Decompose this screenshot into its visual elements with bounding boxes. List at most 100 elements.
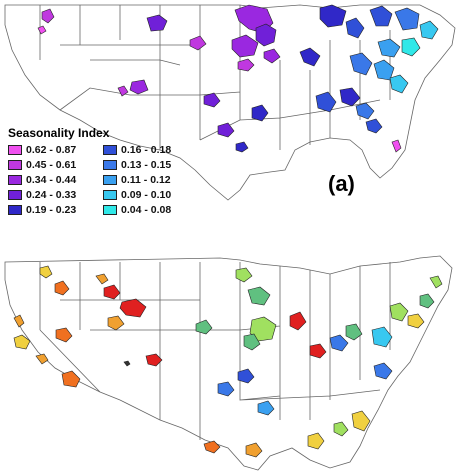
legend-label: 0.24 - 0.33 <box>26 189 77 201</box>
region <box>365 118 383 134</box>
region <box>245 442 263 458</box>
legend-swatch <box>8 175 22 185</box>
region <box>255 23 277 47</box>
region <box>391 139 402 153</box>
region <box>237 58 255 72</box>
legend-label: 0.45 - 0.61 <box>26 159 77 171</box>
region <box>119 298 147 318</box>
region <box>355 102 375 120</box>
region <box>349 52 373 76</box>
region <box>217 381 235 397</box>
legend-label: 0.13 - 0.15 <box>121 159 172 171</box>
region <box>217 122 235 138</box>
region <box>13 334 31 350</box>
legend-swatch <box>8 190 22 200</box>
legend-swatch <box>103 175 117 185</box>
region <box>195 319 213 335</box>
region <box>329 334 349 352</box>
region <box>394 7 420 31</box>
legend-grid: 0.62 - 0.87 0.16 - 0.18 0.45 - 0.61 0.13… <box>8 144 198 216</box>
region <box>307 432 325 450</box>
legend-label: 0.09 - 0.10 <box>121 189 172 201</box>
region <box>35 353 49 365</box>
legend-label: 0.04 - 0.08 <box>121 204 172 216</box>
legend-item: 0.16 - 0.18 <box>103 144 198 156</box>
legend-item: 0.62 - 0.87 <box>8 144 103 156</box>
region <box>373 362 393 380</box>
bottom-state-lines <box>39 262 391 440</box>
region <box>299 47 321 67</box>
region <box>243 333 261 351</box>
legend-swatch <box>103 160 117 170</box>
region <box>231 34 259 58</box>
region <box>123 360 131 367</box>
legend-item: 0.09 - 0.10 <box>103 189 198 201</box>
region <box>319 4 347 28</box>
legend-label: 0.34 - 0.44 <box>26 174 77 186</box>
legend-item: 0.34 - 0.44 <box>8 174 103 186</box>
region <box>257 400 275 416</box>
legend-swatch <box>103 145 117 155</box>
panel-label: (a) <box>328 171 355 196</box>
region <box>407 313 425 329</box>
region <box>55 327 73 343</box>
region <box>389 74 409 94</box>
top-map-regions <box>37 4 439 153</box>
top-us-outline <box>4 4 456 201</box>
region <box>263 48 281 64</box>
region <box>369 5 393 27</box>
region <box>377 38 401 58</box>
region <box>351 410 371 432</box>
region <box>309 343 327 359</box>
region <box>39 265 53 279</box>
region <box>203 92 221 108</box>
legend-item: 0.11 - 0.12 <box>103 174 198 186</box>
legend-swatch <box>103 190 117 200</box>
region <box>54 280 70 296</box>
region <box>13 314 25 328</box>
region <box>95 273 109 285</box>
region <box>145 353 163 367</box>
region <box>41 8 55 24</box>
region <box>146 14 168 32</box>
region <box>235 141 249 153</box>
bottom-map-regions <box>13 265 443 458</box>
region <box>189 35 207 51</box>
legend-label: 0.19 - 0.23 <box>26 204 77 216</box>
region <box>249 316 277 342</box>
legend-label: 0.62 - 0.87 <box>26 144 77 156</box>
region <box>373 59 395 81</box>
region <box>429 275 443 289</box>
region <box>371 326 393 348</box>
legend-swatch <box>8 160 22 170</box>
legend-title: Seasonality Index <box>8 126 110 140</box>
region <box>251 104 269 122</box>
region <box>339 87 361 107</box>
region <box>333 421 349 437</box>
region <box>203 440 221 454</box>
legend-item: 0.24 - 0.33 <box>8 189 103 201</box>
legend-swatch <box>8 145 22 155</box>
region <box>107 315 125 331</box>
legend-item: 0.45 - 0.61 <box>8 159 103 171</box>
region <box>103 284 121 300</box>
bottom-us-outline <box>4 255 453 471</box>
legend-item: 0.04 - 0.08 <box>103 204 198 216</box>
region <box>117 85 129 97</box>
bottom-map <box>4 255 453 471</box>
legend-item: 0.13 - 0.15 <box>103 159 198 171</box>
legend-swatch <box>8 205 22 215</box>
region <box>61 370 81 388</box>
region <box>315 91 337 113</box>
region <box>345 323 363 341</box>
legend-swatch <box>103 205 117 215</box>
legend-label: 0.16 - 0.18 <box>121 144 172 156</box>
region <box>419 293 435 309</box>
legend: Seasonality Index 0.62 - 0.87 0.16 - 0.1… <box>8 126 198 216</box>
region <box>129 79 149 95</box>
region <box>345 17 365 39</box>
region <box>289 311 307 331</box>
region <box>237 368 255 384</box>
region <box>247 286 271 306</box>
